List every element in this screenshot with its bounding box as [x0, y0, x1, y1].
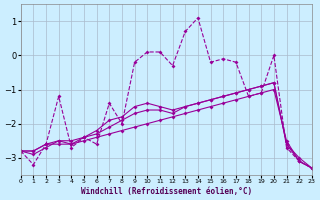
X-axis label: Windchill (Refroidissement éolien,°C): Windchill (Refroidissement éolien,°C): [81, 187, 252, 196]
